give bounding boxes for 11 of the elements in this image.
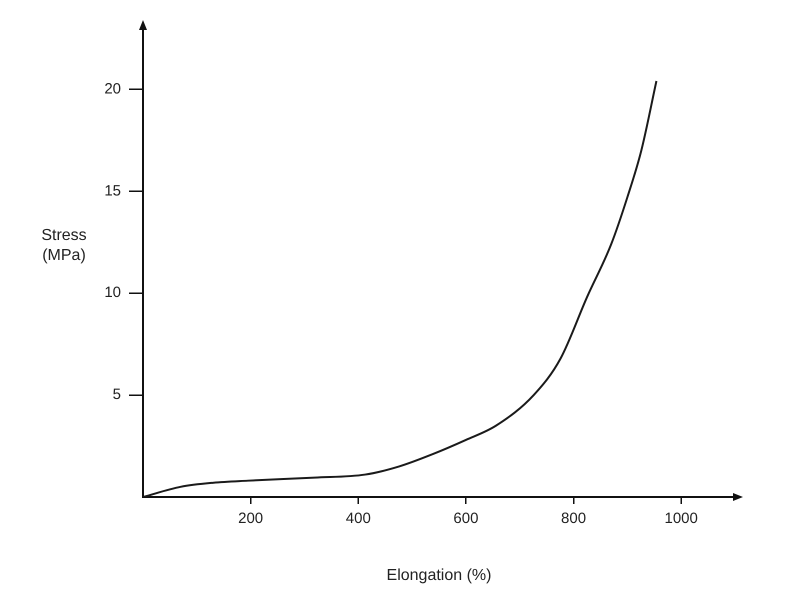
y-tick-label: 20 bbox=[104, 80, 121, 98]
x-axis-title: Elongation (%) bbox=[386, 566, 492, 584]
x-tick-label: 200 bbox=[238, 510, 264, 528]
y-tick-label: 10 bbox=[104, 284, 121, 302]
y-tick-label: 15 bbox=[104, 182, 121, 200]
x-tick-label: 1000 bbox=[664, 510, 698, 528]
x-tick-label: 400 bbox=[346, 510, 371, 528]
x-tick-label: 800 bbox=[561, 510, 586, 528]
x-tick-label: 600 bbox=[453, 510, 478, 528]
y-tick-label: 5 bbox=[112, 386, 121, 404]
y-axis-title: Stress (MPa) bbox=[40, 226, 88, 266]
